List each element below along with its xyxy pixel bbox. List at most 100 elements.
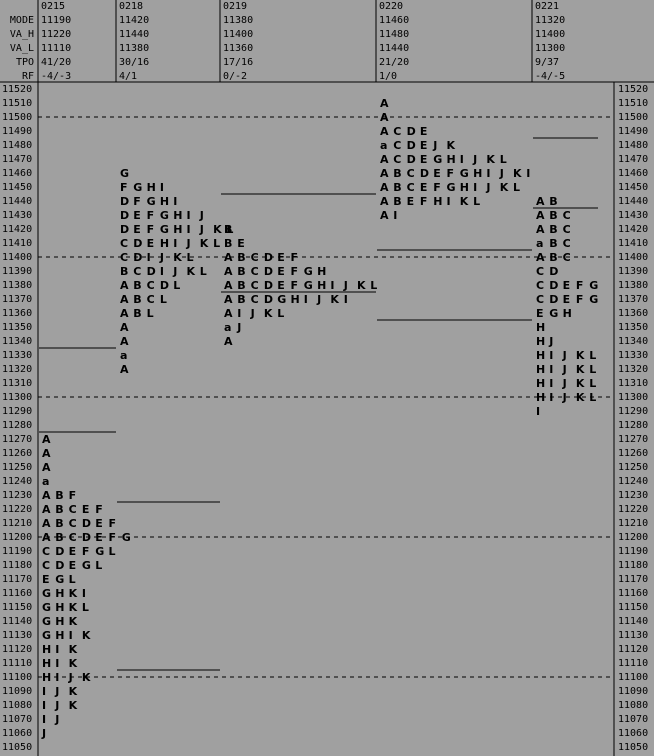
tpo-letter: H: [55, 601, 64, 614]
tpo-letter: L: [277, 307, 284, 320]
tpo-letter: B: [237, 279, 245, 292]
date: 0215: [41, 1, 65, 12]
price-label: 11290: [618, 406, 648, 417]
price-label: 11280: [618, 420, 648, 431]
tpo-letter: J: [562, 349, 567, 362]
tpo-letter: H: [447, 153, 456, 166]
tpo-letter: D: [55, 545, 64, 558]
tpo-letter: G: [147, 195, 156, 208]
price-label: 11060: [2, 728, 32, 739]
tpo-letter: C: [251, 251, 259, 264]
tpo-letter: D: [82, 517, 91, 530]
tpo-letter: I: [549, 349, 553, 362]
tpo-letter: D: [160, 279, 169, 292]
tpo-letter: A: [42, 489, 51, 502]
tpo-letter: I: [160, 181, 164, 194]
tpo-letter: E: [133, 209, 141, 222]
tpo-letter: F: [109, 531, 117, 544]
price-label: 11210: [2, 518, 32, 529]
tpo-letter: G: [42, 615, 51, 628]
price-label: 11350: [2, 322, 32, 333]
header-value: 11400: [535, 29, 565, 40]
price-label: 11200: [618, 532, 648, 543]
tpo-letter: F: [291, 251, 299, 264]
tpo-letter: J: [199, 209, 204, 222]
price-label: 11400: [618, 252, 648, 263]
tpo-letter: D: [120, 209, 129, 222]
price-label: 11270: [618, 434, 648, 445]
price-label: 11260: [618, 448, 648, 459]
tpo-letter: H: [536, 321, 545, 334]
price-label: 11320: [2, 364, 32, 375]
header-value: 11480: [379, 29, 409, 40]
tpo-letter: A: [380, 97, 389, 110]
tpo-letter: I: [486, 167, 490, 180]
tpo-letter: G: [589, 293, 598, 306]
tpo-letter: A: [120, 293, 129, 306]
price-label: 11070: [2, 714, 32, 725]
tpo-letter: C: [147, 279, 155, 292]
price-label: 11220: [2, 504, 32, 515]
tpo-letter: E: [433, 167, 441, 180]
tpo-letter: H: [55, 615, 64, 628]
price-label: 11510: [2, 98, 32, 109]
price-label: 11090: [618, 686, 648, 697]
tpo-letter: G: [160, 223, 169, 236]
header-value: 41/20: [41, 57, 71, 68]
tpo-letter: J: [41, 727, 46, 740]
price-label: 11260: [2, 448, 32, 459]
tpo-letter: A: [224, 335, 233, 348]
header-value: 9/37: [535, 57, 559, 68]
tpo-letter: G: [460, 167, 469, 180]
price-label: 11190: [618, 546, 648, 557]
tpo-letter: F: [576, 293, 584, 306]
tpo-letter: F: [69, 489, 77, 502]
header-value: -4/-3: [41, 71, 71, 82]
tpo-letter: F: [147, 209, 155, 222]
tpo-letter: K: [69, 699, 78, 712]
tpo-letter: F: [291, 265, 299, 278]
tpo-letter: H: [536, 335, 545, 348]
tpo-letter: I: [473, 181, 477, 194]
tpo-letter: I: [549, 363, 553, 376]
tpo-letter: K: [82, 671, 91, 684]
price-label: 11330: [618, 350, 648, 361]
tpo-letter: K: [82, 629, 91, 642]
tpo-letter: K: [264, 307, 273, 320]
price-label: 11490: [2, 126, 32, 137]
header-value: 11380: [223, 15, 253, 26]
tpo-letter: H: [563, 307, 572, 320]
tpo-letter: L: [473, 195, 480, 208]
tpo-letter: B: [133, 307, 141, 320]
header-value: 11380: [119, 43, 149, 54]
tpo-letter: G: [304, 279, 313, 292]
header-value: 11220: [41, 29, 71, 40]
tpo-letter: K: [69, 685, 78, 698]
tpo-letter: F: [95, 503, 103, 516]
price-label: 11230: [2, 490, 32, 501]
tpo-letter: C: [393, 125, 401, 138]
price-label: 11520: [618, 84, 648, 95]
price-label: 11250: [618, 462, 648, 473]
tpo-letter: I: [160, 265, 164, 278]
tpo-letter: L: [82, 601, 89, 614]
tpo-letter: K: [69, 643, 78, 656]
price-label: 11470: [618, 154, 648, 165]
price-label: 11440: [2, 196, 32, 207]
price-label: 11380: [2, 280, 32, 291]
tpo-letter: L: [513, 181, 520, 194]
price-label: 11140: [618, 616, 648, 627]
price-label: 11070: [618, 714, 648, 725]
price-label: 11480: [618, 140, 648, 151]
tpo-letter: K: [69, 601, 78, 614]
tpo-letter: D: [264, 251, 273, 264]
tpo-letter: H: [147, 181, 156, 194]
price-label: 11510: [618, 98, 648, 109]
tpo-letter: F: [433, 181, 441, 194]
price-label: 11460: [618, 168, 648, 179]
tpo-letter: C: [133, 265, 141, 278]
tpo-letter: G: [589, 279, 598, 292]
tpo-letter: H: [55, 587, 64, 600]
header-value: 11110: [41, 43, 71, 54]
